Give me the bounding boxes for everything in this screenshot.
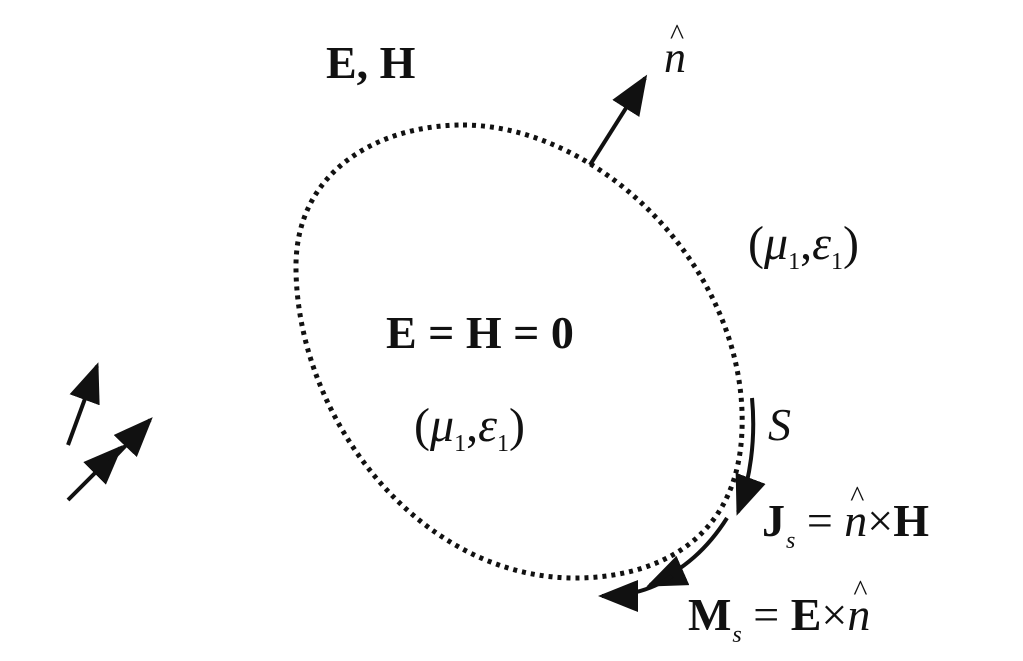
incident-arrow-3 [108,417,153,464]
surface-label: S [768,399,791,450]
magnetic-current-equation: Ms = E×n [688,576,870,647]
outer-eps: ε [812,217,831,270]
ms-subscript: s [732,622,742,648]
magnetic-current-arrow-2 [598,574,674,612]
incident-arrow-2 [66,445,123,502]
ms-normal: n [847,576,870,638]
outer-mu: μ [763,217,789,270]
outside-fields-label: E, H [326,37,416,88]
js-subscript: s [786,528,796,554]
js-equals: = [806,495,833,546]
inside-fields-label: E = H = 0 [386,307,574,358]
inner-mu-sub: 1 [454,431,467,457]
js-field: H [893,495,930,546]
electric-current-arrow [735,397,766,516]
ms-symbol: M [688,589,732,640]
magnetic-current-arrow-1 [646,516,729,587]
surface-boundary [293,122,745,581]
incident-arrow-1 [66,362,100,446]
outer-mu-sub: 1 [788,249,801,275]
outer-eps-sub: 1 [831,249,843,275]
ms-equals: = [753,589,780,640]
js-normal: n [844,482,867,544]
inner-mu: μ [429,399,455,452]
normal-label: n [664,20,686,80]
inner-eps: ε [478,399,497,452]
outer-medium-label: (μ1,ε1) [748,217,859,275]
ms-times: × [821,589,848,640]
normal-vector-arrow [588,74,648,167]
js-times: × [867,495,894,546]
inner-medium-label: (μ1,ε1) [414,399,525,457]
ms-field: E [790,589,822,640]
inner-eps-sub: 1 [497,431,509,457]
electric-current-equation: Js = n×H [762,482,930,553]
normal-symbol: n [664,20,686,80]
js-symbol: J [762,495,785,546]
